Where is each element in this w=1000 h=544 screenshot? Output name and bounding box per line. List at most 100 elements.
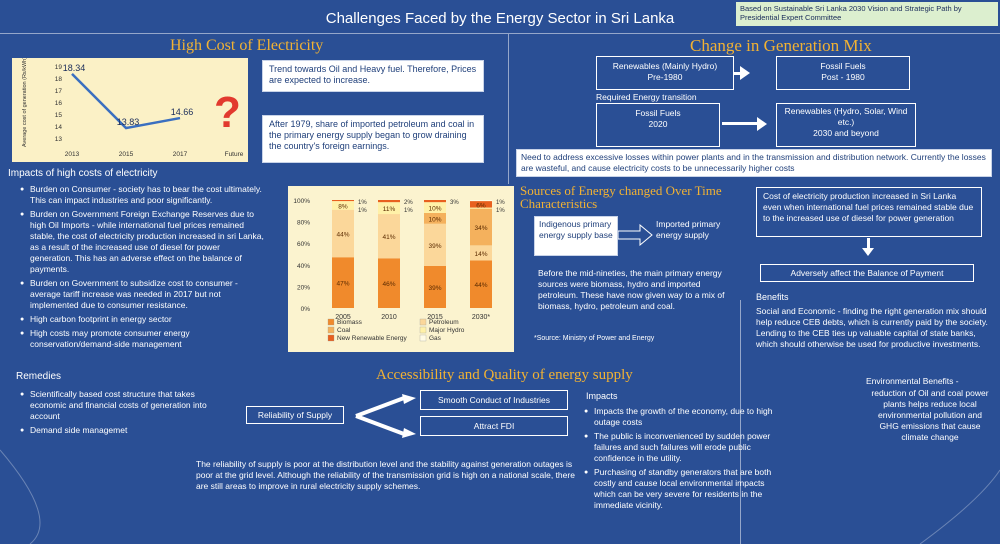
bar-segment [332, 201, 354, 210]
segment-label: 41% [382, 234, 395, 241]
impact-item: Burden on Government Foreign Exchange Re… [20, 209, 264, 275]
side-label: 1% [404, 208, 413, 214]
bar-segment [332, 200, 354, 202]
fossil-2020-box: Fossil Fuels 2020 [596, 103, 720, 147]
smooth-industries-box: Smooth Conduct of Industries [420, 390, 568, 410]
benefits-text: Social and Economic - finding the right … [756, 306, 988, 349]
x-tick-label: 2017 [173, 151, 188, 158]
y-tick-label: 18 [55, 76, 63, 83]
arrow-right-icon [618, 224, 653, 246]
access-impact-item: The public is inconvenienced by sudden p… [584, 431, 780, 464]
data-label: 14.66 [171, 107, 194, 117]
bar-segment [470, 201, 492, 208]
segment-label: 6% [476, 202, 486, 209]
segment-label: 10% [428, 206, 441, 213]
vertical-divider [508, 34, 509, 184]
x-tick-label: Future [225, 151, 244, 158]
sources-heading: Sources of Energy changed Over Time Char… [520, 183, 722, 211]
side-label: 1% [358, 200, 367, 206]
remedies-heading: Remedies [16, 371, 62, 382]
energy-sources-chart-svg: 0% 20% 40% 60% 80% 100% 2005 47% 44% 8% 1% 1% 2010 46… [293, 198, 505, 342]
side-label: 1% [496, 208, 505, 214]
split-arrow-icon [355, 394, 416, 438]
bar-segment [378, 200, 400, 203]
segment-label: 10% [428, 216, 441, 223]
legend-label: Major Hydro [429, 327, 465, 334]
balance-of-payment-box: Adversely affect the Balance of Payment [760, 264, 974, 282]
cost-series-line [71, 73, 181, 130]
y-tick-label: 14 [55, 124, 63, 131]
attract-fdi-box: Attract FDI [420, 416, 568, 436]
imported-supply-label: Imported primary energy supply [656, 219, 721, 240]
legend-swatch [327, 318, 335, 326]
access-impact-item: Impacts the growth of the economy, due t… [584, 406, 780, 428]
generation-mix-heading: Change in Generation Mix [690, 36, 872, 55]
accessibility-heading: Accessibility and Quality of energy supp… [376, 367, 633, 383]
access-impacts-list: Impacts the growth of the economy, due t… [584, 406, 780, 514]
fossil-post-1980-box: Fossil Fuels Post - 1980 [776, 56, 910, 90]
reference-note: Based on Sustainable Sri Lanka 2030 Visi… [736, 2, 998, 26]
callout-oil-trend: Trend towards Oil and Heavy fuel. Theref… [262, 60, 484, 92]
reliability-box: Reliability of Supply [246, 406, 344, 424]
legend-swatch [419, 318, 427, 326]
remedies-list: Scientifically based cost structure that… [20, 389, 210, 439]
high-cost-heading: High Cost of Electricity [170, 37, 324, 54]
y-tick-label: 15 [55, 112, 63, 119]
question-mark-icon: ? [214, 88, 241, 137]
y-tick-label: 17 [55, 88, 63, 95]
bar-segment [332, 209, 354, 258]
data-label: 18.34 [63, 63, 86, 73]
reliability-text: The reliability of supply is poor at the… [196, 459, 575, 491]
energy-sources-chart: 0% 20% 40% 60% 80% 100% 2005 47% 44% 8% 1% 1% 2010 46… [288, 186, 514, 352]
cost-line-chart-svg: 13 14 15 16 17 18 19 Average cost of generation… [22, 57, 244, 158]
header-divider [0, 33, 1000, 34]
env-benefits-text: reduction of Oil and coal power plants h… [871, 388, 989, 442]
segment-label: 11% [383, 206, 396, 213]
legend-swatch [327, 334, 335, 342]
impact-item: High costs may promote consumer energy c… [20, 328, 264, 350]
renewables-pre-1980-box: Renewables (Mainly Hydro) Pre-1980 [596, 56, 734, 90]
access-impacts-heading: Impacts [586, 391, 618, 401]
side-label: 1% [358, 208, 367, 214]
benefits-heading: Benefits [756, 292, 789, 302]
bar-segment [424, 223, 446, 266]
x-tick-label: 2013 [65, 151, 80, 158]
segment-label: 44% [474, 282, 487, 289]
bar-segment [470, 260, 492, 308]
bar-segment [378, 258, 400, 308]
legend-label: Petroleum [429, 319, 459, 326]
segment-label: 14% [474, 251, 487, 258]
segment-label: 39% [428, 285, 441, 292]
env-benefits-heading: Environmental Benefits - [866, 376, 959, 386]
bar-segment [470, 208, 492, 246]
side-label: 2% [404, 200, 413, 206]
impacts-heading: Impacts of high costs of electricity [8, 168, 158, 179]
transition-label: Required Energy transition [596, 92, 697, 102]
segment-label: 39% [428, 243, 441, 250]
indigenous-supply-box: Indigenous primary energy supply base [534, 216, 618, 256]
impact-item: High carbon footprint in energy sector [20, 314, 264, 325]
source-citation: *Source: Ministry of Power and Energy [534, 335, 655, 342]
bar-segment [470, 200, 492, 202]
x-tick-label: 2015 [427, 314, 443, 321]
impact-item: Burden on Consumer - society has to bear… [20, 184, 264, 206]
bar-segment [470, 207, 492, 209]
legend-label: Coal [337, 327, 351, 334]
impacts-list: Burden on Consumer - society has to bear… [20, 184, 264, 353]
arrow-shaft [734, 72, 742, 75]
bar-segment [332, 257, 354, 308]
y-tick-label: 40% [297, 263, 310, 270]
renewables-2030-box: Renewables (Hydro, Solar, Wind etc.) 203… [776, 103, 916, 147]
legend-label: Gas [429, 335, 442, 342]
access-impact-item: Purchasing of standby generators that ar… [584, 467, 780, 511]
legend-label: Biomass [337, 319, 363, 326]
legend-label: New Renewable Energy [337, 335, 407, 342]
y-tick-label: 0% [301, 306, 311, 313]
legend-swatch [419, 334, 427, 342]
segment-label: 34% [474, 225, 487, 232]
segment-label: 46% [382, 281, 395, 288]
bar-segment [470, 245, 492, 261]
bar-segment [424, 265, 446, 308]
remedy-item: Scientifically based cost structure that… [20, 389, 210, 422]
